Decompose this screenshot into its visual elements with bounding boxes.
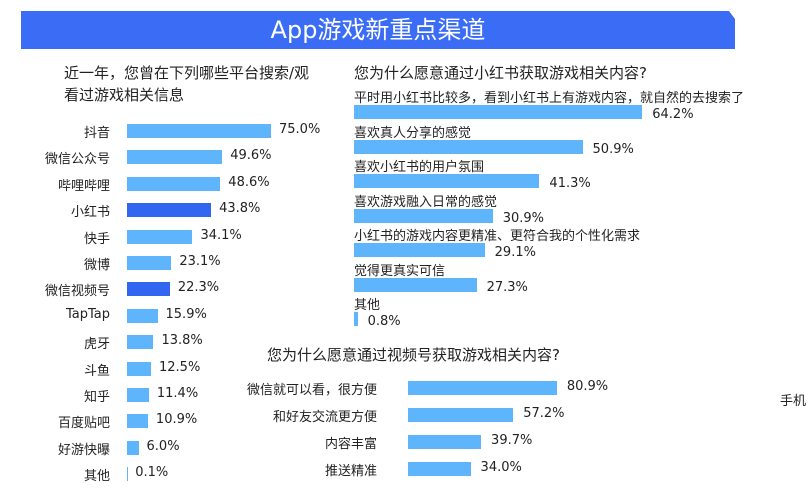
chart3-value: 34.0% — [480, 460, 522, 475]
chart1-value: 0.1% — [135, 465, 169, 481]
chart2-label: 小红书的游戏内容更精准、更符合我的个性化需求 — [354, 229, 641, 244]
page-title: App游戏新重点渠道 — [270, 16, 486, 44]
chart3-label: 推送精准 — [324, 464, 377, 479]
chart2-value: 29.1% — [494, 245, 536, 260]
chart1-value: 11.4% — [156, 386, 199, 401]
chart2-value: 27.3% — [486, 279, 528, 295]
chart1-label: 其他 — [83, 469, 110, 485]
chart2-bar — [354, 277, 477, 292]
chart3-bar — [408, 435, 482, 449]
chart3-value: 80.9% — [566, 379, 609, 394]
chart1-label: 微博 — [83, 258, 110, 273]
chart1-bar — [127, 308, 158, 323]
chart1-label: 微信公众号 — [44, 152, 110, 168]
chart3-bar — [408, 381, 557, 395]
chart3-label: 和好友交流更方便 — [272, 410, 377, 425]
chart2-label: 平时用小红书比较多，看到小红书上有游戏内容，就自然的去搜索了 — [354, 91, 745, 106]
chart1-value: 6.0% — [146, 438, 180, 454]
chart2-bar — [354, 243, 485, 257]
chart2-label: 觉得更真实可信 — [354, 263, 446, 279]
chart1-bar — [127, 388, 149, 402]
chart1-bar — [127, 361, 151, 376]
chart1-bar — [127, 203, 212, 218]
chart1-bar — [127, 467, 128, 482]
chart2-bar — [354, 312, 358, 326]
chart1-label: 微信视频号 — [44, 284, 110, 300]
chart1-bar — [127, 440, 139, 455]
chart2-value: 0.8% — [367, 314, 401, 329]
chart1-label: 好游快曝 — [57, 442, 110, 458]
chart2-label: 喜欢真人分享的感觉 — [354, 125, 472, 141]
chart1-bar — [127, 282, 170, 297]
chart3-bar — [408, 462, 471, 476]
chart2-bar — [354, 105, 643, 119]
chart3-title: 您为什么愿意通过视频号获取游戏相关内容? — [267, 346, 560, 364]
chart1-value: 23.1% — [179, 254, 221, 269]
chart1-label: 斗鱼 — [83, 363, 110, 379]
chart1-bar — [127, 256, 172, 270]
chart2-value: 50.9% — [592, 141, 634, 157]
chart3-label: 微信就可以看，很方便 — [246, 383, 377, 398]
chart2-value: 30.9% — [502, 210, 545, 226]
title-banner: App游戏新重点渠道 — [21, 11, 735, 49]
chart2-bar — [354, 174, 540, 188]
chart2-title: 您为什么愿意通过小红书获取游戏相关内容? — [354, 64, 647, 82]
chart1-value: 15.9% — [165, 306, 207, 322]
chart1-label: 知乎 — [83, 390, 110, 405]
chart1-value: 75.0% — [279, 122, 321, 137]
chart2-label: 喜欢游戏融入日常的感觉 — [354, 194, 498, 210]
chart1-label: 虎牙 — [83, 337, 110, 353]
chart3-bar — [408, 408, 514, 422]
chart1-bar — [127, 229, 193, 244]
chart2-label: 喜欢小红书的用户氛围 — [354, 160, 485, 175]
chart1-title: 近一年，您曾在下列哪些平台搜索/观看过游戏相关信息 — [64, 64, 310, 104]
chart1-value: 13.8% — [161, 333, 203, 349]
chart1-label: TapTap — [65, 306, 110, 322]
chart1-label: 抖音 — [83, 126, 110, 141]
side-text: 手机 — [780, 394, 807, 409]
chart1-bar — [127, 335, 154, 350]
chart1-value: 22.3% — [177, 280, 220, 296]
chart2-value: 64.2% — [652, 107, 694, 122]
chart1-value: 49.6% — [230, 148, 272, 164]
chart1-value: 12.5% — [159, 359, 201, 375]
chart1-value: 43.8% — [219, 201, 261, 217]
chart3-value: 57.2% — [523, 406, 565, 421]
chart1-label: 小红书 — [70, 205, 110, 221]
chart1-value: 48.6% — [228, 174, 270, 190]
chart1-label: 百度贴吧 — [57, 416, 110, 432]
chart1-label: 快手 — [83, 231, 110, 247]
chart1-bar — [127, 124, 271, 138]
chart1-bar — [127, 414, 148, 429]
chart2-label: 其他 — [354, 298, 381, 313]
chart1-bar — [127, 176, 221, 191]
chart1-value: 10.9% — [155, 412, 198, 428]
chart1-label: 哔哩哔哩 — [57, 178, 110, 194]
chart1-bar — [127, 150, 223, 165]
chart3-value: 39.7% — [491, 433, 533, 448]
chart2-bar — [354, 208, 493, 223]
chart1-value: 34.1% — [200, 227, 242, 243]
chart2-value: 41.3% — [549, 176, 591, 191]
chart2-bar — [354, 139, 583, 154]
chart3-label: 内容丰富 — [324, 437, 377, 452]
